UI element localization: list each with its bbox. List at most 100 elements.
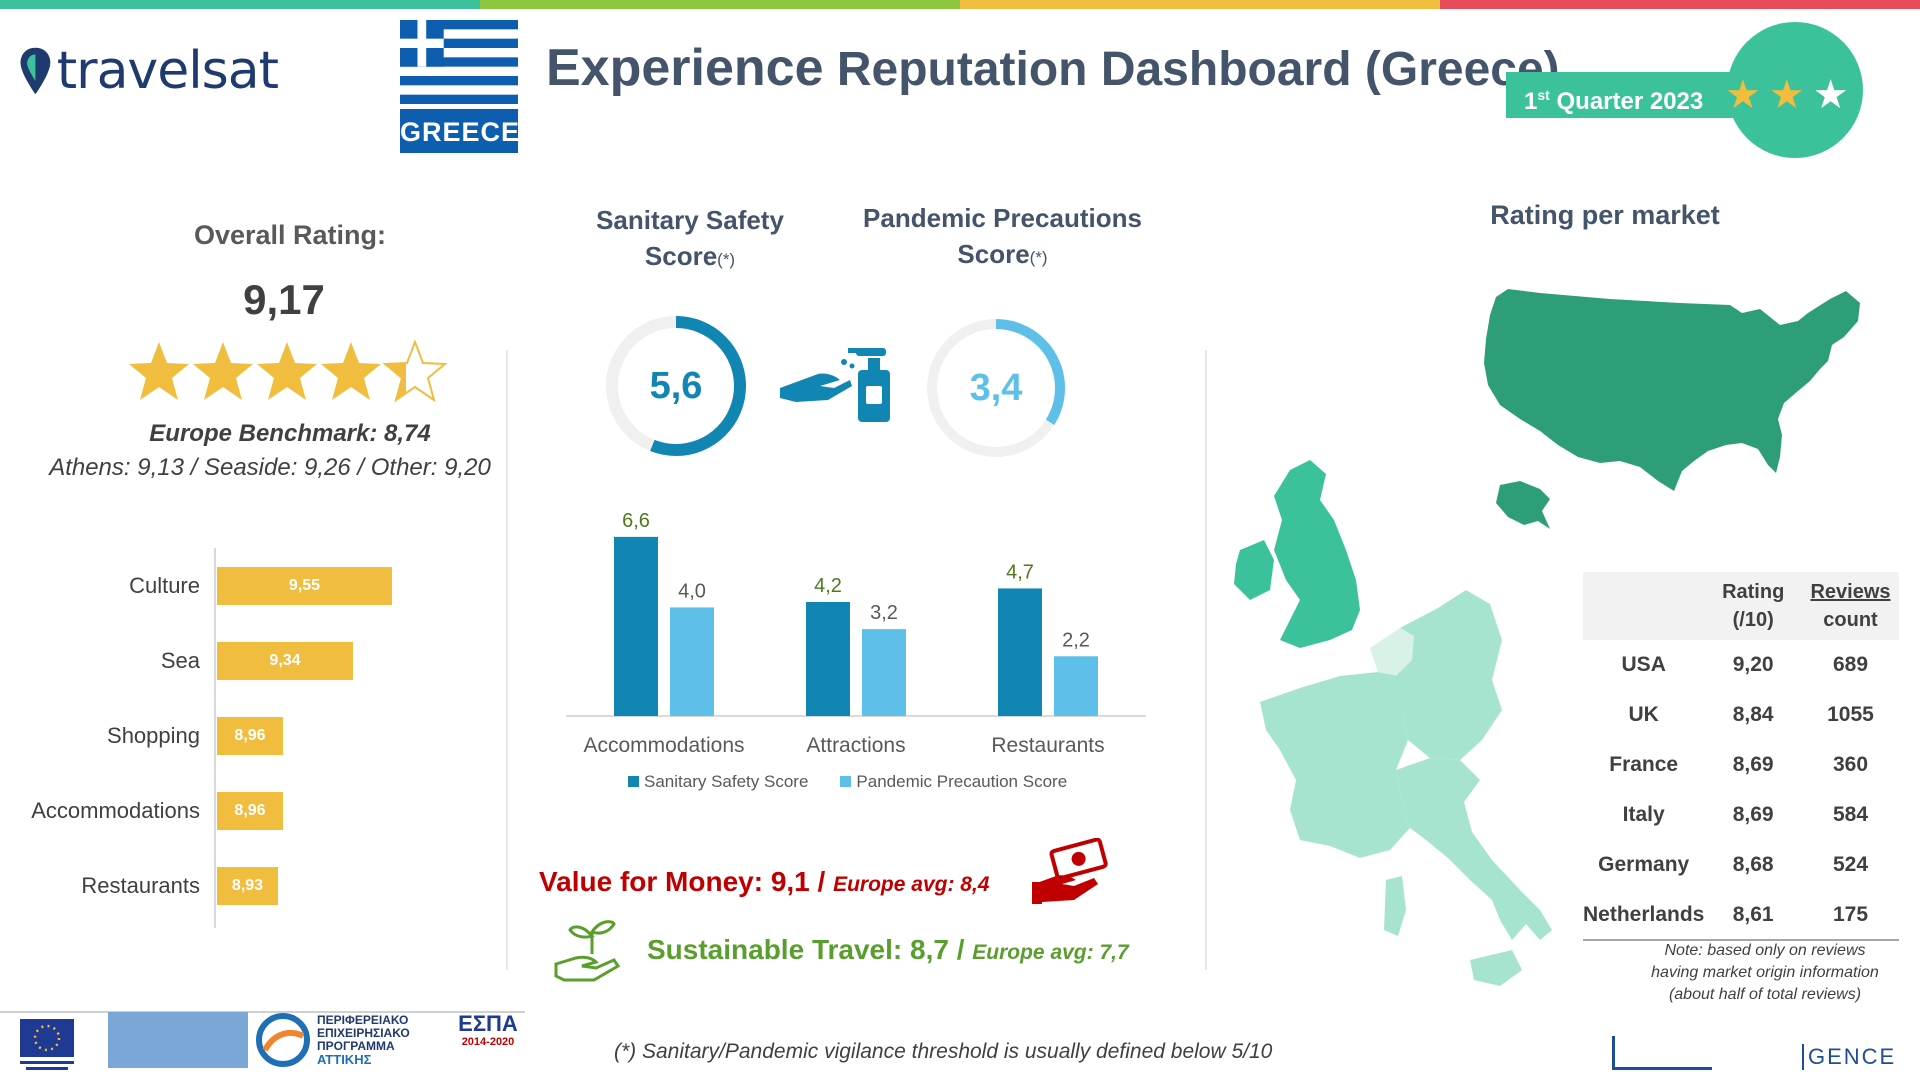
overall-rating-title: Overall Rating: bbox=[193, 220, 387, 250]
regional-breakdown: Athens: 9,13 / Seaside: 9,26 / Other: 9,… bbox=[49, 454, 491, 481]
table-note: Note: based only on reviews having marke… bbox=[1610, 940, 1920, 1006]
rating-cell: 8,68 bbox=[1732, 853, 1774, 876]
greece-flag: GREECE bbox=[400, 20, 519, 153]
attica-text-line3: ΠΡΟΓΡΑΜΜΑ bbox=[317, 1039, 395, 1053]
quarter-banner: 1st Quarter 2023 bbox=[1506, 72, 1786, 118]
star-icon bbox=[257, 342, 317, 400]
bar-value-label: 4,7 bbox=[1006, 561, 1034, 583]
reviews-header-line1: Reviews bbox=[1810, 581, 1891, 603]
sanitary-gauge-ring bbox=[606, 316, 746, 456]
title-first-word: Experience bbox=[546, 39, 824, 97]
rating-cell: 8,69 bbox=[1732, 753, 1774, 776]
legend-label-sanitary: Sanitary Safety Score bbox=[644, 772, 809, 791]
pandemic-title-line2: Score bbox=[957, 239, 1030, 269]
bar-value-label: 4,0 bbox=[678, 580, 706, 602]
quarter-stars: ★ ★ ★ bbox=[1725, 70, 1849, 120]
category-bar-row: Accommodations 8,96 bbox=[0, 792, 420, 830]
legend-swatch bbox=[840, 776, 852, 787]
pandemic-gauge-ring bbox=[927, 319, 1065, 457]
category-bar-label: Shopping bbox=[107, 723, 200, 748]
stripe-segment-lime bbox=[480, 0, 960, 9]
stripe-segment-green bbox=[0, 0, 480, 9]
market-cell: France bbox=[1609, 753, 1679, 776]
france-shape bbox=[1260, 672, 1410, 858]
rating-cell: 8,61 bbox=[1704, 890, 1802, 941]
table-row: USA 9,20 689 bbox=[1583, 640, 1899, 690]
reviews-cell: 175 bbox=[1801, 890, 1899, 941]
gence-text: GENCE bbox=[1802, 1044, 1896, 1070]
quarter-ordinal-suffix: st bbox=[1537, 87, 1550, 103]
rating-header-line2: (/10) bbox=[1732, 609, 1774, 631]
star-icon bbox=[193, 342, 253, 400]
greece-flag-icon bbox=[400, 20, 518, 104]
usa-map-icon bbox=[1484, 289, 1860, 529]
category-bar: 8,96 bbox=[217, 717, 283, 755]
athens-municipality-logo bbox=[108, 1012, 248, 1068]
star-icon: ★ bbox=[1812, 73, 1849, 117]
sanitary-gauge-arc bbox=[606, 316, 746, 456]
pandemic-gauge: 3,4 bbox=[924, 316, 1068, 460]
value-for-money-main: Value for Money: 9,1 / bbox=[539, 866, 826, 897]
reviews-cell: 584 bbox=[1832, 803, 1869, 826]
footnote: (*) Sanitary/Pandemic vigilance threshol… bbox=[614, 1040, 1273, 1063]
category-tick-label: Accommodations bbox=[583, 734, 744, 757]
footer-divider bbox=[0, 1011, 525, 1013]
star-icon: ★ bbox=[1725, 73, 1761, 117]
reviews-cell: 689 bbox=[1832, 653, 1869, 676]
reviews-cell: 360 bbox=[1832, 753, 1869, 776]
value-for-money-avg: Europe avg: 8,4 bbox=[833, 873, 990, 896]
category-bar-row: Shopping 8,96 bbox=[0, 717, 420, 755]
market-table-body: USA 9,20 689 UK 8,84 1055 France 8,69 360 Italy 8,… bbox=[1583, 640, 1899, 941]
divider-left bbox=[506, 350, 508, 970]
category-tick-label: Restaurants bbox=[991, 734, 1104, 757]
attica-program-logo: ΠΕΡΙΦΕΡΕΙΑΚΟ ΕΠΙΧΕΙΡΗΣΙΑΚΟ ΠΡΟΓΡΑΜΜΑ ΑΤΤ… bbox=[255, 1012, 410, 1068]
category-bar-row: Culture 9,55 bbox=[0, 567, 420, 605]
germany-shape bbox=[1396, 590, 1502, 760]
category-bar-label: Sea bbox=[160, 648, 200, 673]
title-rest: Reputation Dashboard (Greece) bbox=[836, 43, 1560, 96]
rating-cell: 9,20 bbox=[1732, 653, 1774, 676]
table-header-row: Rating (/10) Reviews count bbox=[1583, 572, 1899, 640]
bar-value-label: 2,2 bbox=[1062, 629, 1090, 651]
sanitary-pandemic-bar-chart: 6,6 4,0 Accommodations 4,2 3,2 Attractions 4,7… bbox=[566, 510, 1146, 757]
market-cell: USA bbox=[1621, 653, 1666, 676]
table-header-reviews: Reviews count bbox=[1801, 572, 1899, 640]
reviews-cell: 1055 bbox=[1827, 703, 1874, 726]
market-ratings-table: Rating (/10) Reviews count USA 9,20 689 UK 8,8… bbox=[1583, 572, 1899, 941]
star-icon bbox=[321, 342, 381, 400]
pandemic-gauge-arc bbox=[927, 319, 1065, 457]
top-color-stripe bbox=[0, 0, 1920, 9]
map-pin-icon bbox=[20, 47, 51, 95]
sanitary-bar bbox=[614, 536, 658, 716]
pandemic-score-title: Pandemic Precautions Score(*) bbox=[850, 200, 1155, 276]
sustainable-travel: Sustainable Travel: 8,7 / Europe avg: 7,… bbox=[647, 934, 1129, 966]
table-note-line3: (about half of total reviews) bbox=[1668, 986, 1862, 1003]
logo-text: travelsat bbox=[56, 41, 279, 101]
table-row: Netherlands 8,61 175 bbox=[1583, 890, 1899, 941]
half-star-icon bbox=[384, 341, 446, 401]
table-row: UK 8,84 1055 bbox=[1583, 690, 1899, 740]
pandemic-bar bbox=[1054, 656, 1098, 716]
sanitary-score-title: Sanitary Safety Score(*) bbox=[560, 202, 820, 278]
legend-item-sanitary: Sanitary Safety Score bbox=[628, 772, 808, 792]
sanitary-title-line2: Score bbox=[644, 241, 718, 271]
rating-header-line1: Rating bbox=[1722, 581, 1785, 603]
sanitary-bar bbox=[998, 588, 1042, 716]
sanitary-bar bbox=[806, 602, 850, 716]
attica-swirl-icon bbox=[256, 1013, 310, 1067]
stripe-segment-red bbox=[1440, 0, 1920, 9]
sanitary-score-value: 5,6 bbox=[649, 364, 703, 407]
market-cell: Germany bbox=[1598, 853, 1690, 876]
table-row: France 8,69 360 bbox=[1583, 740, 1899, 790]
value-for-money: Value for Money: 9,1 / Europe avg: 8,4 bbox=[539, 866, 989, 898]
attica-text-line2: ΕΠΙΧΕΙΡΗΣΙΑΚΟ bbox=[317, 1026, 410, 1040]
italy-shape bbox=[1396, 758, 1552, 940]
category-bar-label: Restaurants bbox=[81, 873, 200, 898]
espa-text: ΕΣΠΑ bbox=[458, 1011, 518, 1036]
attica-text-line4: ΑΤΤΙΚΗΣ bbox=[317, 1052, 372, 1067]
star-icon bbox=[129, 342, 189, 400]
travelsat-logo: travelsat bbox=[18, 36, 279, 106]
category-tick-label: Attractions bbox=[806, 734, 905, 757]
reviews-header-line2: count bbox=[1823, 609, 1878, 631]
table-note-line1: Note: based only on reviews bbox=[1664, 942, 1866, 959]
